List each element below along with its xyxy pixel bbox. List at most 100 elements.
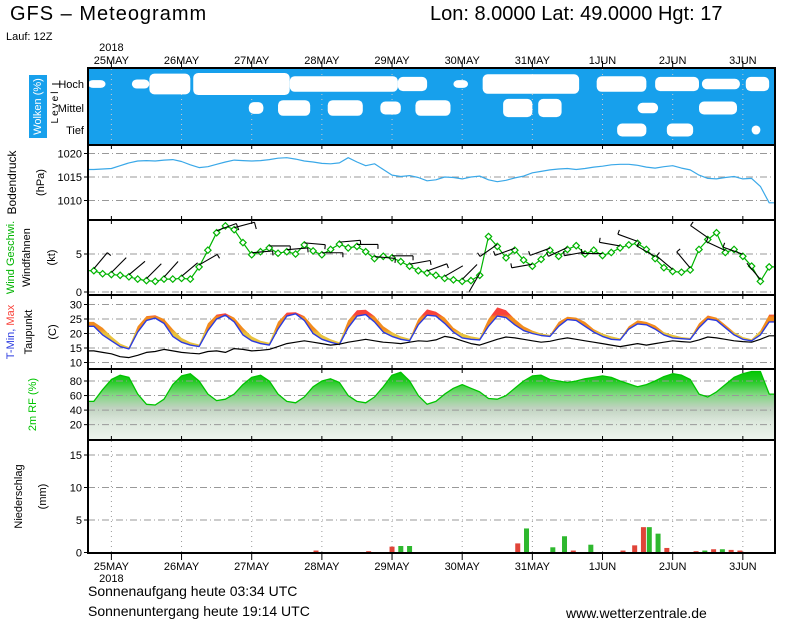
year-label-bottom: 2018 (99, 573, 123, 585)
cloud-blob (88, 80, 106, 88)
clouds-label: Wolken (%) (32, 78, 44, 135)
wind-barb-staff (128, 260, 146, 276)
cloud-blob (538, 98, 562, 118)
date-label-bottom: 25MAY (94, 561, 130, 573)
date-label-bottom: 26MAY (164, 561, 200, 573)
page-title: GFS – Meteogramm (10, 3, 208, 25)
wind-marker (326, 245, 335, 254)
date-label-top: 25MAY (94, 55, 130, 67)
wind-marker (396, 257, 405, 266)
date-axis-labels: 25MAY 25MAY 26MAY 26MAY 27MAY 27MAY 28MAY 28MAY… (94, 42, 757, 585)
temp-min-line (88, 313, 775, 350)
wind-marker (694, 245, 704, 254)
cloud-level-label: Mittel (58, 103, 84, 115)
precip-bar (655, 533, 661, 552)
wind-marker (142, 276, 151, 285)
wind-marker (712, 228, 721, 237)
precip-bar (570, 550, 576, 552)
precip-bar (550, 547, 556, 552)
wind-marker (212, 228, 221, 237)
pressure-label: Bodendruck (5, 149, 19, 214)
wind-marker (230, 225, 239, 234)
wind-barb-tick (656, 252, 660, 257)
date-label-bottom: 31MAY (515, 561, 551, 573)
y-tick-label: 15 (70, 343, 82, 355)
wind-barb-staff (304, 242, 326, 246)
wind-marker (344, 243, 353, 252)
wind-marker (589, 246, 598, 255)
wind-barb-staff (494, 247, 516, 256)
cloud-blob (289, 76, 398, 92)
precip-bar (664, 547, 670, 552)
wind-marker (598, 251, 607, 260)
wind-marker (291, 249, 300, 259)
wind-marker (159, 275, 169, 284)
precip-bar (515, 543, 521, 552)
wind-barb-tick (429, 260, 432, 266)
wind-marker (686, 265, 695, 275)
y-tick-label: 0 (76, 287, 82, 299)
wind-marker (458, 277, 467, 286)
wind-barb-staff (676, 251, 691, 269)
wind-barb-tick (106, 252, 112, 256)
date-label-bottom: 2JUN (659, 561, 687, 573)
cloud-blob (415, 100, 451, 116)
wind-marker (721, 248, 730, 257)
wind-barb-staff (479, 243, 498, 257)
wind-marker (186, 275, 195, 284)
y-tick-label: 5 (76, 515, 82, 527)
pressure-unit-label: (hPa) (35, 169, 47, 196)
wind-unit-label: (kt) (46, 250, 58, 266)
wind-barb-tick (216, 254, 221, 259)
cloud-blob (131, 79, 150, 89)
y-tick-label: 20 (70, 329, 82, 341)
wind-barb-staff (746, 262, 761, 280)
precip-unit-label: (mm) (37, 484, 49, 510)
wind-marker (616, 243, 625, 252)
precip-bar (407, 546, 413, 552)
panel-clouds (88, 69, 775, 144)
plot-borders (87, 61, 776, 560)
temp-unit-label: (C) (47, 324, 59, 339)
wind-marker (466, 276, 476, 285)
wind-marker (651, 254, 660, 263)
date-label-bottom: 30MAY (445, 561, 481, 573)
wind-barb-tick (528, 250, 531, 256)
cloud-blob (596, 76, 647, 92)
wind-barb-staff (548, 246, 568, 257)
wind-barb-staff (636, 245, 656, 258)
wind-marker (151, 277, 160, 286)
wind-marker (677, 268, 686, 277)
wind-marker (405, 262, 414, 271)
date-label-bottom: 28MAY (304, 561, 340, 573)
humidity-line (88, 370, 775, 406)
wind-barb-staff (409, 259, 431, 265)
wind-barb-staff (617, 233, 638, 242)
panel-humidity (88, 370, 775, 439)
date-label-top: 27MAY (234, 55, 270, 67)
cloud-blob (380, 101, 401, 115)
wind-marker (89, 266, 98, 275)
cloud-blob (482, 74, 580, 94)
precip-bar (640, 527, 646, 552)
wind-marker (195, 262, 204, 271)
date-label-top: 3JUN (729, 55, 757, 67)
y-tick-label: 25 (70, 314, 82, 326)
precip-bar (719, 549, 725, 552)
precip-bar (702, 550, 708, 552)
wind-barb-tick (477, 252, 481, 257)
cloud-blob (149, 73, 191, 95)
precip-bar (620, 550, 626, 552)
wind-marker (361, 247, 370, 256)
wind-barb-tick (617, 229, 620, 235)
cloud-blob (503, 98, 533, 118)
cloud-blob (701, 78, 740, 90)
panel-precipitation (88, 441, 775, 552)
wind-barb-tick (705, 237, 709, 242)
wind-marker (659, 263, 668, 272)
wind-barb-staff (529, 247, 551, 256)
humidity-label: 2m RF (%) (27, 378, 39, 431)
clouds-level-sublabel: Level (50, 90, 61, 124)
